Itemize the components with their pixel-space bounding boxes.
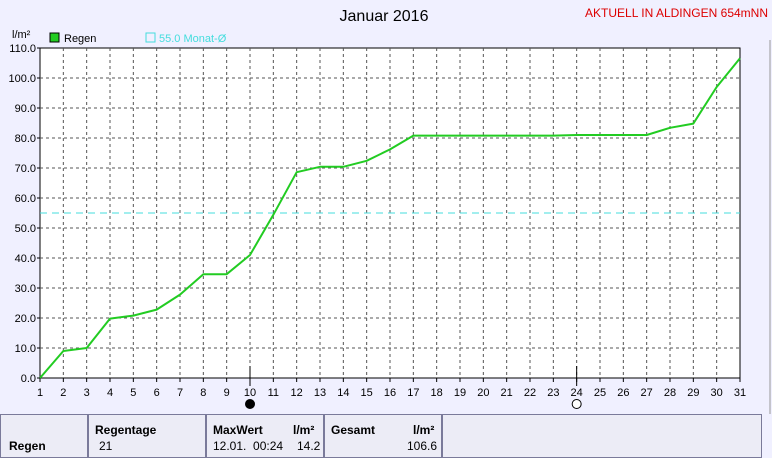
x-tick-label: 10 xyxy=(244,387,256,399)
x-tick-label: 23 xyxy=(547,387,559,399)
x-tick-label: 15 xyxy=(361,387,373,399)
x-axis-ticks: 1 2 3 4 5 6 7 8 9 10 11 12 13 14 15 16 17 18 19 20 21 22 23 24 2… xyxy=(37,378,746,399)
stats-empty-cell xyxy=(442,414,762,458)
x-tick-label: 4 xyxy=(107,387,113,399)
stats-regentage-cell: Regentage 21 xyxy=(88,414,206,458)
gesamt-value: 106.6 xyxy=(407,439,438,453)
x-tick-label: 29 xyxy=(687,387,699,399)
x-tick-label: 31 xyxy=(734,387,746,399)
x-tick-label: 30 xyxy=(711,387,723,399)
regentage-value: 21 xyxy=(99,439,113,453)
legend-series-label: Regen xyxy=(64,33,96,45)
maxwert-time: 12.01. 00:24 xyxy=(213,439,284,453)
chart-title: Januar 2016 xyxy=(340,8,429,25)
stats-gesamt-cell: Gesamt l/m² 106.6 xyxy=(324,414,442,458)
y-tick-label: 50.0 xyxy=(15,223,36,235)
x-tick-label: 1 xyxy=(37,387,43,399)
x-tick-label: 11 xyxy=(268,387,279,399)
x-tick-label: 18 xyxy=(431,387,443,399)
chart: Januar 2016 AKTUELL IN ALDINGEN 654mNN l… xyxy=(8,6,771,414)
x-tick-label: 5 xyxy=(130,387,136,399)
x-tick-label: 3 xyxy=(84,387,90,399)
y-axis-ticks: 0.0 10.0 20.0 30.0 40.0 50.0 60.0 70.0 80.0 90.0 1… xyxy=(8,43,40,385)
x-tick-label: 9 xyxy=(224,387,230,399)
y-tick-label: 110.0 xyxy=(9,43,36,55)
x-tick-label: 24 xyxy=(571,387,583,399)
maxwert-value: 14.2 xyxy=(297,439,321,453)
y-axis-unit: l/m² xyxy=(12,29,31,41)
full-moon-icon xyxy=(245,399,255,409)
y-tick-label: 30.0 xyxy=(15,283,36,295)
stats-row-label: Regen xyxy=(9,439,46,453)
x-tick-label: 27 xyxy=(641,387,653,399)
grid xyxy=(40,48,740,378)
x-tick-label: 26 xyxy=(617,387,629,399)
x-tick-label: 6 xyxy=(154,387,160,399)
x-tick-label: 21 xyxy=(501,387,513,399)
gesamt-unit: l/m² xyxy=(413,423,435,437)
legend-reference-label: 55.0 Monat-Ø xyxy=(159,33,227,45)
maxwert-header: MaxWert xyxy=(213,423,263,437)
series-layer xyxy=(39,57,741,379)
y-tick-label: 70.0 xyxy=(15,163,36,175)
y-tick-label: 10.0 xyxy=(15,343,36,355)
x-tick-label: 28 xyxy=(664,387,676,399)
series-line-regen xyxy=(39,57,741,379)
regentage-header: Regentage xyxy=(95,423,157,437)
y-tick-label: 90.0 xyxy=(15,103,36,115)
x-tick-label: 12 xyxy=(291,387,303,399)
maxwert-unit: l/m² xyxy=(293,423,315,437)
y-tick-label: 100.0 xyxy=(8,73,36,85)
x-tick-label: 20 xyxy=(477,387,489,399)
x-tick-label: 7 xyxy=(177,387,183,399)
x-tick-label: 14 xyxy=(337,387,349,399)
x-tick-label: 17 xyxy=(407,387,419,399)
y-tick-label: 40.0 xyxy=(15,253,36,265)
x-tick-label: 8 xyxy=(200,387,206,399)
x-tick-label: 16 xyxy=(384,387,396,399)
x-tick-label: 2 xyxy=(60,387,66,399)
y-tick-label: 20.0 xyxy=(15,313,36,325)
station-label: AKTUELL IN ALDINGEN 654mNN xyxy=(585,6,768,20)
y-tick-label: 0.0 xyxy=(21,373,36,385)
y-tick-label: 60.0 xyxy=(15,193,36,205)
gesamt-header: Gesamt xyxy=(331,423,376,437)
legend-series-swatch xyxy=(49,32,60,43)
x-tick-label: 22 xyxy=(524,387,536,399)
y-tick-label: 80.0 xyxy=(15,133,36,145)
stats-maxwert-cell: MaxWert l/m² 12.01. 00:24 14.2 xyxy=(206,414,324,458)
x-tick-label: 25 xyxy=(594,387,606,399)
moon-phase-markers xyxy=(245,366,582,409)
legend-reference-swatch xyxy=(145,32,156,43)
x-tick-label: 13 xyxy=(314,387,326,399)
x-tick-label: 19 xyxy=(454,387,466,399)
stats-row-label-cell: Regen xyxy=(0,414,88,458)
new-moon-icon xyxy=(571,399,582,409)
